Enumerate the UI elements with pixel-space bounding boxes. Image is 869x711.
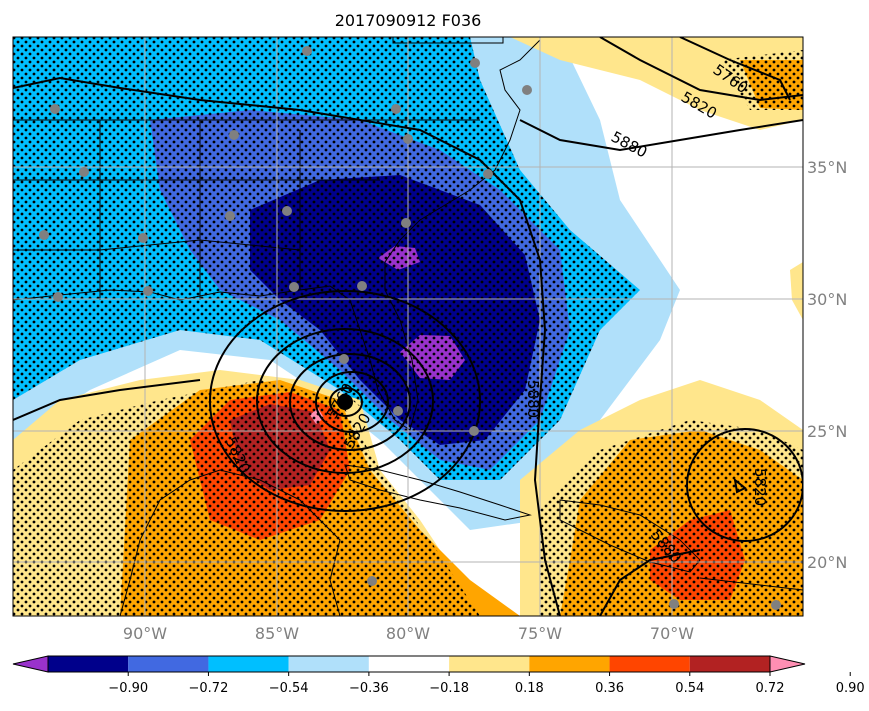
contour-label: 5820 (751, 468, 769, 506)
station-dot (401, 218, 411, 228)
map-title: 2017090912 F036 (335, 11, 482, 30)
colorbar-swatch (609, 656, 690, 672)
lat-tick-label: 35°N (807, 158, 847, 177)
lon-tick-label: 90°W (123, 624, 167, 643)
colorbar-tick-label: −0.54 (269, 681, 309, 696)
lat-tick-labels: 35°N 30°N 25°N 20°N (807, 158, 847, 572)
station-dot (483, 169, 493, 179)
station-dot (53, 292, 63, 302)
station-dot (79, 167, 89, 177)
colorbar-tick-label: 0.90 (836, 681, 865, 696)
colorbar-tick-label: −0.90 (108, 681, 148, 696)
colorbar-tick-label: −0.18 (429, 681, 469, 696)
station-dot (138, 233, 148, 243)
colorbar-swatch (288, 656, 369, 672)
station-dot (391, 104, 401, 114)
height-contours (13, 37, 803, 616)
colorbar-tick-label: 0.72 (756, 681, 785, 696)
station-dot (39, 230, 49, 240)
colorbar-swatch (48, 656, 129, 672)
graticule (13, 37, 803, 616)
colorbar-swatch (689, 656, 770, 672)
station-dot (143, 286, 153, 296)
station-dot (393, 406, 403, 416)
colorbar-extend-low (12, 655, 49, 673)
storm-center-marker (337, 394, 353, 410)
lon-tick-label: 75°W (518, 624, 562, 643)
station-dot (229, 130, 239, 140)
lon-tick-labels: 90°W 85°W 80°W 75°W 70°W (123, 624, 694, 643)
station-dot (357, 281, 367, 291)
lat-tick-label: 25°N (807, 422, 847, 441)
map-panel: 5880 5820 5760 5880 5820 5880 5820 5760 … (13, 37, 803, 616)
lat-tick-label: 20°N (807, 553, 847, 572)
colorbar-frame (47, 655, 771, 673)
lat-tick-label: 30°N (807, 290, 847, 309)
station-dot (470, 58, 480, 68)
contour-label: 5880 (524, 380, 542, 418)
colorbar-swatch (529, 656, 610, 672)
colorbar-tick-label: 0.36 (595, 681, 624, 696)
colorbar-swatch (128, 656, 209, 672)
station-dot (771, 600, 781, 610)
colorbar-extend-high (769, 655, 806, 673)
colorbar-tick-label: −0.72 (189, 681, 229, 696)
map-frame (12, 36, 804, 617)
colorbar-swatch (208, 656, 289, 672)
colorbar-swatch (449, 656, 530, 672)
station-dot (669, 599, 679, 609)
stipple-blue-region (13, 37, 640, 480)
field-light-yellow-east-edge (790, 262, 803, 320)
station-markers (39, 46, 781, 610)
lon-tick-label: 85°W (255, 624, 299, 643)
station-dot (367, 576, 377, 586)
colorbar-tick-label: 0.18 (515, 681, 544, 696)
station-dot (50, 104, 60, 114)
colorbar-tick-label: 0.54 (675, 681, 704, 696)
station-dot (469, 426, 479, 436)
station-dot (302, 46, 312, 56)
station-dot (339, 354, 349, 364)
colorbar-swatch (368, 656, 450, 672)
station-dot (289, 282, 299, 292)
lon-tick-label: 70°W (650, 624, 694, 643)
colorbar-tick-label: −0.36 (349, 681, 389, 696)
coastlines (13, 37, 803, 616)
station-dot (522, 85, 532, 95)
stipple-warm-west (13, 380, 480, 616)
colorbar: −0.90 −0.72 −0.54 −0.36 −0.18 0.18 0.36 0.54 0.7… (12, 655, 865, 696)
station-dot (282, 206, 292, 216)
station-dot (225, 211, 235, 221)
lon-tick-label: 80°W (386, 624, 430, 643)
station-dot (403, 134, 413, 144)
